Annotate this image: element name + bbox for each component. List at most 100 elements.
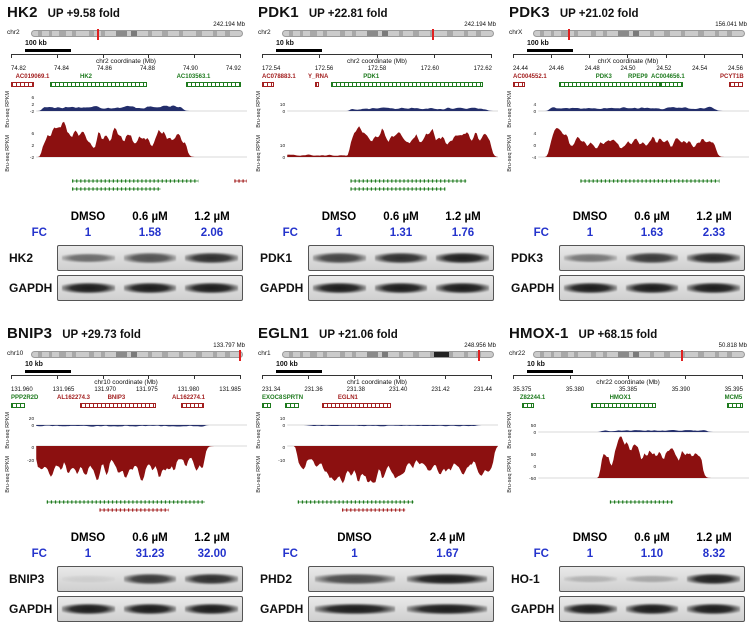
dose-label: 1.2 µM [194,211,230,223]
bruseq-axis-label: Bru-seq RPKM [256,456,262,493]
ideogram-band [162,352,169,357]
ideogram-band [603,31,608,36]
ideogram-band [618,352,629,357]
ideogram-band [179,352,184,357]
blot-band [123,281,177,295]
ideogram-band [289,352,294,357]
ideogram-band [664,31,671,36]
y-axis-tick-label: 0 [282,109,285,115]
fold-change-row: FC 1 1.31 1.76 [260,225,494,241]
axis-tick-label: 74.86 [96,66,112,72]
ideogram-band [681,352,686,357]
blot-band [407,572,487,586]
dose-label: 1.2 µM [696,532,732,544]
bruseq-signal-track1 [538,430,749,432]
ideogram-band [573,352,579,357]
gene-box [314,82,320,87]
blot-band [184,572,238,586]
axis-tick-mark [56,376,58,379]
gene-title: BNIP3 [7,325,53,342]
y-axis-tick-label: -10 [278,458,285,464]
coordinate-axis: chr22 coordinate (Mb) 35.375 35.380 35.385 3… [513,375,743,394]
bruseq-signal-track1 [538,106,749,111]
ideogram-band [339,31,345,36]
axis-tick-mark [194,55,196,58]
fold-change-text: UP +29.73 fold [62,329,141,341]
ideogram-band [727,352,733,357]
dose-label: DMSO [321,211,357,223]
panel-title-row: PDK1 UP +22.81 fold [252,1,502,23]
scale-label: 100 kb [527,40,549,47]
axis-tick-label: 35.390 [671,387,691,393]
axis-tick-label: 74.84 [53,66,69,72]
blot-lane [119,276,180,300]
ideogram-band [339,352,345,357]
ideogram-band [367,352,378,357]
axis-tick-label: 172.54 [262,66,281,72]
axis-title: chr1 coordinate (Mb) [347,379,407,386]
gene-annotation-row: PPP2R2D AL162274.3 BNIP3 AL162274.1 [11,394,241,410]
fold-change-row: FC 1 1.63 2.33 [511,225,745,241]
bruseq-signal-track2 [36,446,247,481]
axis-tick-label: 231.36 [304,387,323,393]
dose-label: DMSO [337,532,372,544]
axis-tick-label: 24.52 [656,66,672,72]
western-blot-section: DMSO 0.6 µM 1.2 µM FC 1 1.31 1.76 PDK1 GAPDH [260,209,494,301]
ideogram-band [322,352,328,357]
ideogram-row: chr22 50.818 Mb [509,343,747,361]
dose-label: 0.6 µM [132,211,168,223]
axis-tick-mark [551,55,553,58]
blot-band [686,602,740,616]
dose-label: 0.6 µM [634,211,670,223]
axis-title: chr22 coordinate (Mb) [596,379,660,386]
blot-lane [58,276,119,300]
blot-lane [621,597,682,621]
coordinate-axis: chr1 coordinate (Mb) 231.34 231.36 231.38 23… [262,375,492,394]
y-axis-tick-label: 0 [282,445,285,451]
fold-change-text: UP +22.81 fold [308,8,388,20]
dose-row: DMSO 2.4 µM [260,530,494,546]
axis-tick-mark [102,55,104,58]
blot-lane [621,246,682,270]
y-axis-gutter: Bru-seq RPKM Bru-seq RPKM [505,91,525,205]
blot-lane [370,246,431,270]
blot-band [184,602,238,616]
fc-label: FC [31,548,47,560]
coordinate-axis: chr10 coordinate (Mb) 131.960 131.965 131.9… [11,375,241,394]
blot-lane [181,567,242,591]
fc-value: 32.00 [197,548,227,560]
gene-label: SPRTN [282,395,304,401]
gene-label: AC004552.1 [513,74,547,80]
gene-box [660,82,684,87]
axis-tick-mark [148,376,150,379]
western-blot-section: DMSO 2.4 µM FC 1 1.67 PHD2 GAPDH [260,530,494,622]
y-axis-tick-label: 4 [533,131,536,137]
ideogram-band [603,352,608,357]
y-axis-gutter: Bru-seq RPKM Bru-seq RPKM [3,412,23,526]
axis-line [513,54,743,58]
panel-pdk1: PDK1 UP +22.81 fold chr2 242.194 Mb 10 kb chr… [252,1,502,321]
blot-lane [683,567,744,591]
position-marker [238,350,241,361]
bruseq-signal-track2 [36,121,247,157]
bruseq-tracks: Bru-seq RPKM Bru-seq RPKM 4 0 4 0 -4 [505,91,749,205]
axis-tick-label: 24.50 [620,66,636,72]
coordinate-axis: chrX coordinate (Mb) 24.44 24.46 24.48 24.50… [513,54,743,73]
western-blot-box [57,596,243,622]
ideogram-band [632,352,639,357]
ideogram-band [714,352,719,357]
gene-label: RPEP9 [628,74,648,80]
ideogram-band [162,31,169,36]
axis-tick-mark [376,55,378,58]
ideogram-band [225,352,231,357]
scale-label: 10 kb [25,361,43,368]
axis-tick-mark [11,55,12,58]
panel-title-row: EGLN1 UP +21.06 fold [252,322,502,344]
y-axis-tick-label: 0 [31,445,34,451]
y-axis-tick-label: 0 [282,155,285,161]
western-blot-box [57,566,243,592]
gene-box [11,82,34,87]
bruseq-axis-label: Bru-seq RPKM [5,91,11,128]
bruseq-axis-label: Bru-seq RPKM [5,412,11,449]
axis-tick-label: 74.92 [225,66,241,72]
